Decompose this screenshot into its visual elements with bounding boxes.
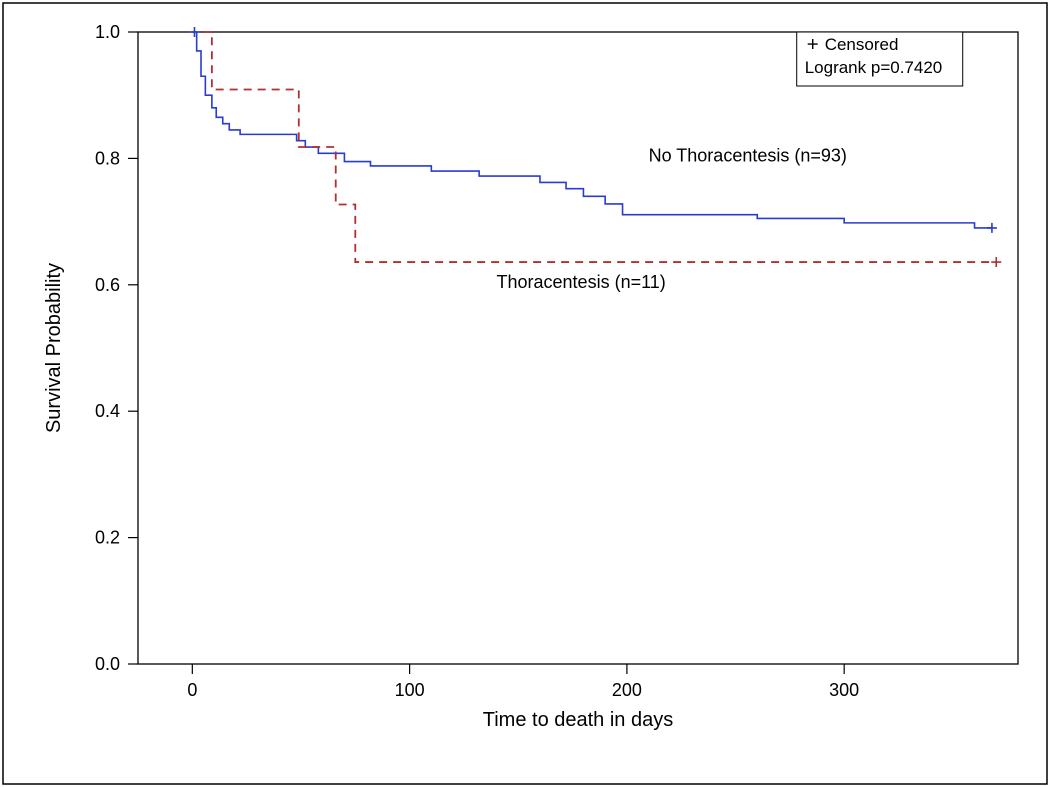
censor-mark-icon: [189, 27, 199, 37]
outer-frame: [3, 3, 1047, 784]
legend-item-text: Censored: [825, 35, 899, 54]
y-tick-label: 0.2: [95, 528, 120, 548]
series-annotation: Thoracentesis (n=11): [497, 272, 666, 292]
y-axis-label: Survival Probability: [43, 263, 65, 433]
x-tick-label: 200: [612, 680, 642, 700]
x-axis-label: Time to death in days: [483, 709, 673, 731]
x-tick-label: 100: [395, 680, 425, 700]
y-tick-label: 0.0: [95, 654, 120, 674]
chart-container: { "chart": { "type": "kaplan-meier-survi…: [0, 0, 1050, 787]
y-tick-label: 1.0: [95, 22, 120, 42]
km-plot-svg: 0 100 200 300 0.0 0.2 0.4 0.6 0.8 1.0 Time to deat…: [0, 0, 1050, 787]
y-tick-label: 0.6: [95, 275, 120, 295]
x-tick-label: 0: [187, 680, 197, 700]
y-tick-label: 0.8: [95, 148, 120, 168]
series-annotation: No Thoracentesis (n=93): [649, 146, 847, 166]
y-tick-label: 0.4: [95, 401, 120, 421]
x-tick-label: 300: [829, 680, 859, 700]
censor-mark-icon: [991, 257, 1001, 267]
censor-mark-icon: [987, 223, 997, 233]
plot-box: [138, 32, 1018, 664]
legend-item-text: Logrank p=0.7420: [805, 58, 943, 77]
